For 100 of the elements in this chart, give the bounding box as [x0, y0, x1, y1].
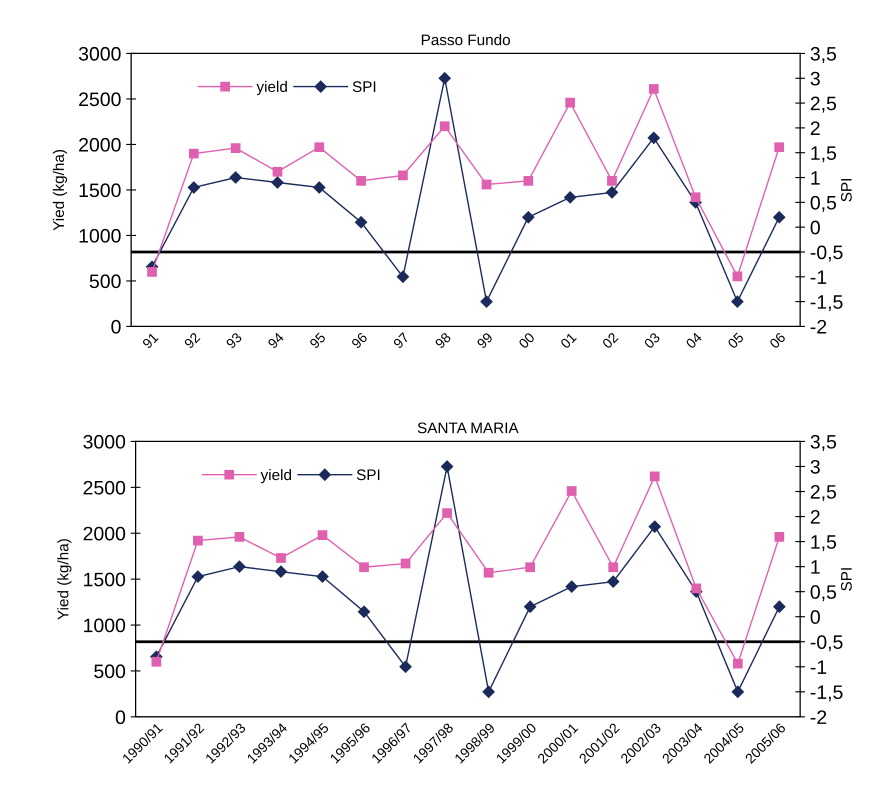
point [147, 266, 157, 277]
point [230, 143, 241, 153]
point [731, 296, 744, 308]
point [438, 72, 451, 84]
point [523, 176, 534, 186]
x-tick-label: 06 [768, 332, 786, 350]
y2-tick-label: 0,5 [810, 196, 836, 212]
point [400, 558, 410, 568]
point [440, 460, 454, 473]
point [607, 576, 620, 588]
point [691, 583, 702, 594]
point [648, 520, 661, 533]
point [566, 580, 578, 593]
y2-axis-title: SPI [840, 568, 852, 591]
y2-axis-title: SPI [840, 179, 852, 202]
x-tick-label: 99 [476, 332, 494, 349]
y2-tick-label: -0,5 [810, 245, 843, 262]
point [398, 170, 408, 180]
y2-tick-label: 2,5 [810, 96, 836, 113]
y2-tick-label: -1,5 [810, 295, 843, 312]
point [442, 508, 452, 518]
point [522, 211, 534, 224]
y-tick-label: 0 [111, 320, 121, 334]
x-tick-label: 94 [267, 332, 284, 349]
point [732, 658, 743, 668]
x-tick-label: 98 [434, 332, 452, 349]
point [482, 180, 492, 190]
point [192, 570, 204, 583]
y-tick-label: 3000 [83, 434, 126, 449]
point [482, 686, 495, 698]
point [480, 296, 493, 308]
y-tick-label: 0 [116, 710, 126, 724]
y-tick-label: 1500 [80, 183, 121, 198]
y2-tick-label: -1 [810, 660, 826, 674]
point [650, 471, 660, 482]
y2-tick-label: 3,5 [810, 46, 836, 63]
y2-tick-label: 2 [810, 121, 820, 135]
y-tick-label: 3000 [78, 46, 121, 61]
y-tick-label: 1000 [80, 228, 121, 243]
point [316, 570, 329, 583]
point [399, 660, 412, 673]
point [648, 84, 659, 94]
point [233, 560, 246, 573]
y2-tick-label: 3 [810, 460, 820, 474]
point [274, 566, 288, 578]
y-tick-label: 1500 [84, 572, 126, 586]
y-tick-label: 2000 [84, 526, 126, 540]
point [271, 176, 284, 189]
point [773, 211, 786, 224]
point [193, 536, 203, 546]
y2-tick-label: 3 [810, 72, 820, 86]
point [606, 186, 618, 199]
point [313, 181, 326, 194]
y2-tick-label: 1 [811, 171, 820, 185]
point [354, 216, 368, 228]
x-tick-label: 02 [602, 332, 619, 350]
legend-label: SPI [356, 469, 380, 480]
point [608, 562, 618, 572]
point [732, 272, 742, 282]
y2-tick-label: 0 [810, 610, 820, 624]
point [272, 166, 282, 177]
y-tick-label: 500 [94, 664, 126, 678]
y2-tick-label: 2,5 [810, 484, 836, 502]
y-axis-title: Yied (kg/ha) [52, 150, 68, 231]
y2-tick-label: 0 [810, 220, 820, 234]
x-tick-label: 00 [518, 332, 536, 350]
point [607, 176, 617, 186]
point [648, 132, 660, 144]
point [358, 606, 370, 618]
y2-tick-label: -2 [810, 710, 826, 724]
x-tick-label: 97 [392, 332, 410, 349]
point [525, 562, 536, 572]
x-tick-label: 04 [685, 332, 703, 350]
x-tick-label: 93 [225, 332, 242, 349]
point [359, 562, 369, 572]
point [318, 530, 328, 540]
point [356, 176, 366, 186]
point [690, 192, 700, 202]
chart-title: SANTA MARIA [418, 422, 519, 434]
point [314, 142, 324, 152]
y-tick-label: 1000 [84, 618, 126, 632]
point [564, 191, 576, 204]
point [396, 270, 409, 283]
y2-tick-label: 1,5 [811, 146, 836, 162]
x-tick-label: 01 [560, 332, 577, 350]
x-tick-label: 03 [644, 332, 661, 350]
point [440, 121, 450, 132]
y2-tick-label: -1 [810, 270, 826, 284]
point [188, 148, 199, 158]
legend-label: yield [260, 468, 291, 484]
y-tick-label: 2500 [84, 480, 126, 495]
y2-tick-label: -2 [810, 320, 826, 334]
x-tick-label: 91 [142, 332, 159, 349]
point [230, 171, 242, 184]
chart-title: Passo Fundo [422, 34, 510, 46]
point [151, 656, 162, 667]
x-tick-label: 05 [727, 332, 744, 350]
y-tick-label: 2000 [79, 138, 121, 152]
point [774, 142, 784, 152]
y2-tick-label: 2 [810, 510, 820, 524]
